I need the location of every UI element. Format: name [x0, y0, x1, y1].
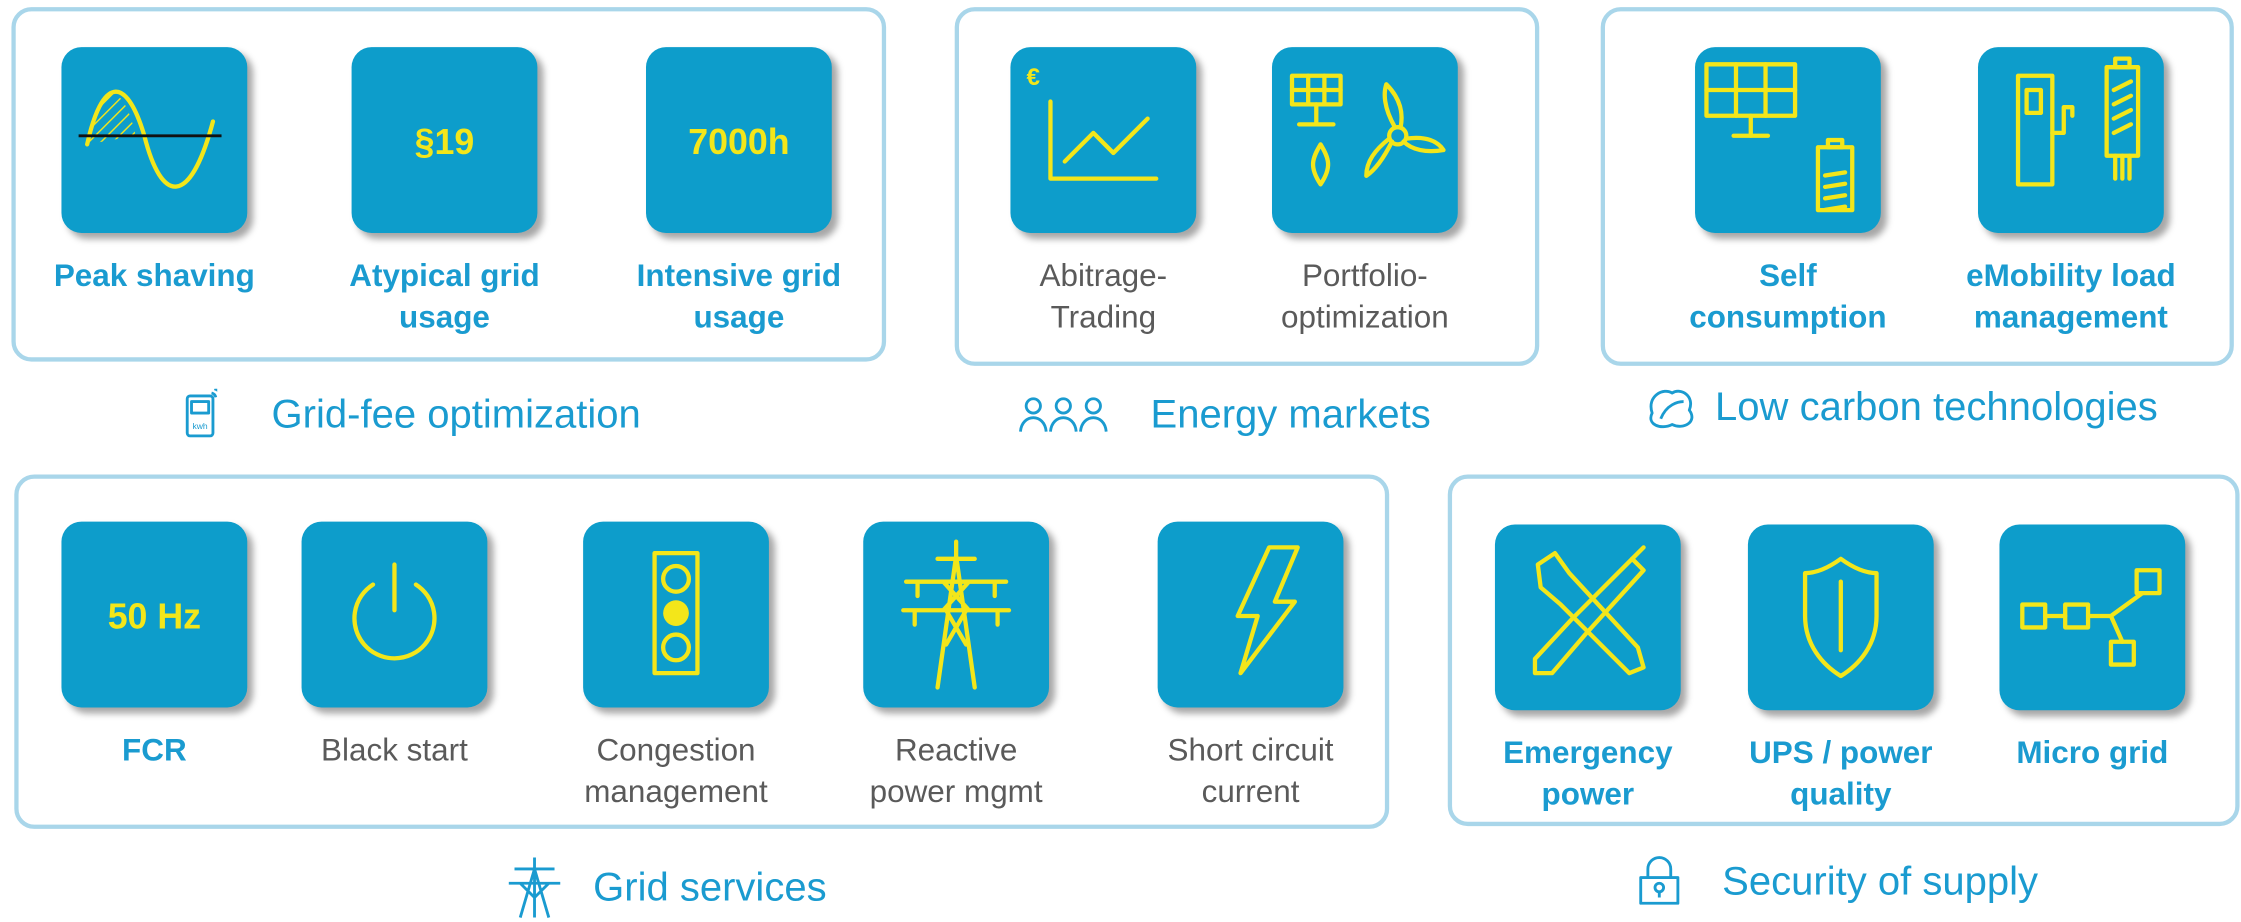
icon [1704, 62, 1855, 213]
icon-text: §19 [415, 122, 475, 162]
label-line: power mgmt [869, 773, 1043, 809]
icon-text: € [1027, 64, 1041, 91]
icon [1532, 545, 1646, 676]
caption-icon-text: kwh [192, 421, 207, 431]
icon-tile [1157, 521, 1344, 708]
icon: §19 [415, 122, 475, 162]
caption-icon [1019, 397, 1108, 432]
group-caption: Security of supply [1722, 858, 2039, 904]
label-line: quality [1790, 776, 1892, 812]
label-line: usage [693, 298, 785, 335]
icon-tile [1747, 524, 1934, 711]
group-caption: Energy markets [1150, 391, 1431, 436]
label-line: Intensive grid [636, 257, 842, 293]
label-line: Emergency [1503, 734, 1673, 771]
group-box [954, 7, 1540, 366]
item-label: Peak shaving [0, 254, 312, 295]
icon-tile [1978, 47, 2164, 233]
label-line: Micro grid [2016, 734, 2169, 771]
caption-icon: kwh [185, 388, 218, 438]
item-label: Emergency power [1431, 732, 1745, 815]
item-label: Short circuit current [1093, 729, 1407, 812]
label-line: Atypical grid [349, 257, 540, 293]
label-line: eMobility load [1966, 257, 2176, 293]
item-label: Congestion management [519, 729, 833, 812]
icon [1802, 556, 1879, 679]
label-line: Trading [1050, 298, 1157, 335]
label-line: current [1201, 773, 1300, 809]
item-label: Black start [237, 729, 551, 770]
item-label: Micro grid [1935, 732, 2241, 773]
label-line: Reactive [894, 731, 1018, 768]
label-line: Short circuit [1167, 731, 1334, 768]
label-line: Congestion [596, 731, 756, 768]
caption-icon [1649, 389, 1694, 429]
item-label: Abitrage- Trading [946, 254, 1260, 337]
icon [2015, 56, 2141, 187]
label-line: UPS / power [1749, 734, 1933, 771]
group-box [1600, 7, 2234, 366]
label-line: management [1973, 298, 2168, 335]
icon: 50 Hz [108, 596, 201, 636]
label-line: management [584, 773, 768, 809]
icon [652, 550, 700, 676]
icon: € [1027, 64, 1159, 181]
label-line: Peak shaving [53, 257, 255, 293]
label-line: power [1541, 776, 1635, 812]
icon-tile [583, 521, 769, 708]
icon: 7000h [688, 122, 789, 162]
label-line: Self [1759, 257, 1817, 293]
group-box [11, 7, 887, 362]
icon-text: 50 Hz [108, 596, 201, 636]
icon-tile: 7000h [645, 47, 832, 233]
icon [2020, 568, 2162, 667]
icon [1235, 545, 1300, 676]
group-caption: Grid-fee optimization [271, 391, 641, 436]
icon-tile [863, 521, 1050, 708]
icon-tile [1999, 524, 2186, 711]
icon-tile [1695, 47, 1881, 233]
item-label: Portfolio-optimization [1208, 254, 1522, 337]
label-line: Portfolio- [1301, 257, 1428, 293]
item-label: Atypical grid usage [287, 254, 601, 337]
icon-tile: 50 Hz [61, 521, 248, 708]
icon-text: 7000h [688, 122, 789, 162]
item-label: FCR [0, 729, 312, 770]
item-label: Self consumption [1631, 254, 1945, 337]
icon-tile [301, 521, 488, 708]
group-caption: Grid services [593, 864, 827, 909]
item-label: Intensive grid usage [582, 254, 896, 337]
label-line: Abitrage- [1039, 257, 1168, 293]
item-label: eMobility load management [1914, 254, 2228, 337]
group-caption: Low carbon technologies [1715, 384, 2158, 429]
label-line: FCR [122, 731, 187, 768]
icon-tile: € [1010, 47, 1197, 233]
caption-icon [1639, 856, 1680, 905]
icon [78, 89, 222, 189]
icon-tile [1271, 47, 1458, 233]
item-label: UPS / power quality [1684, 732, 1998, 815]
icon-tile: §19 [351, 47, 538, 233]
icon [352, 562, 437, 661]
caption-icon [508, 857, 561, 918]
item-label: Reactive power mgmt [799, 729, 1113, 812]
label-line: optimization [1280, 298, 1449, 335]
icon-tile [1494, 524, 1681, 711]
icon-tile [61, 47, 248, 233]
group-box [1447, 474, 2240, 827]
label-line: consumption [1689, 298, 1887, 335]
icon [1289, 73, 1446, 187]
group-box [14, 474, 1390, 829]
icon [901, 539, 1012, 690]
label-line: Black start [321, 731, 468, 768]
label-line: usage [399, 298, 490, 335]
